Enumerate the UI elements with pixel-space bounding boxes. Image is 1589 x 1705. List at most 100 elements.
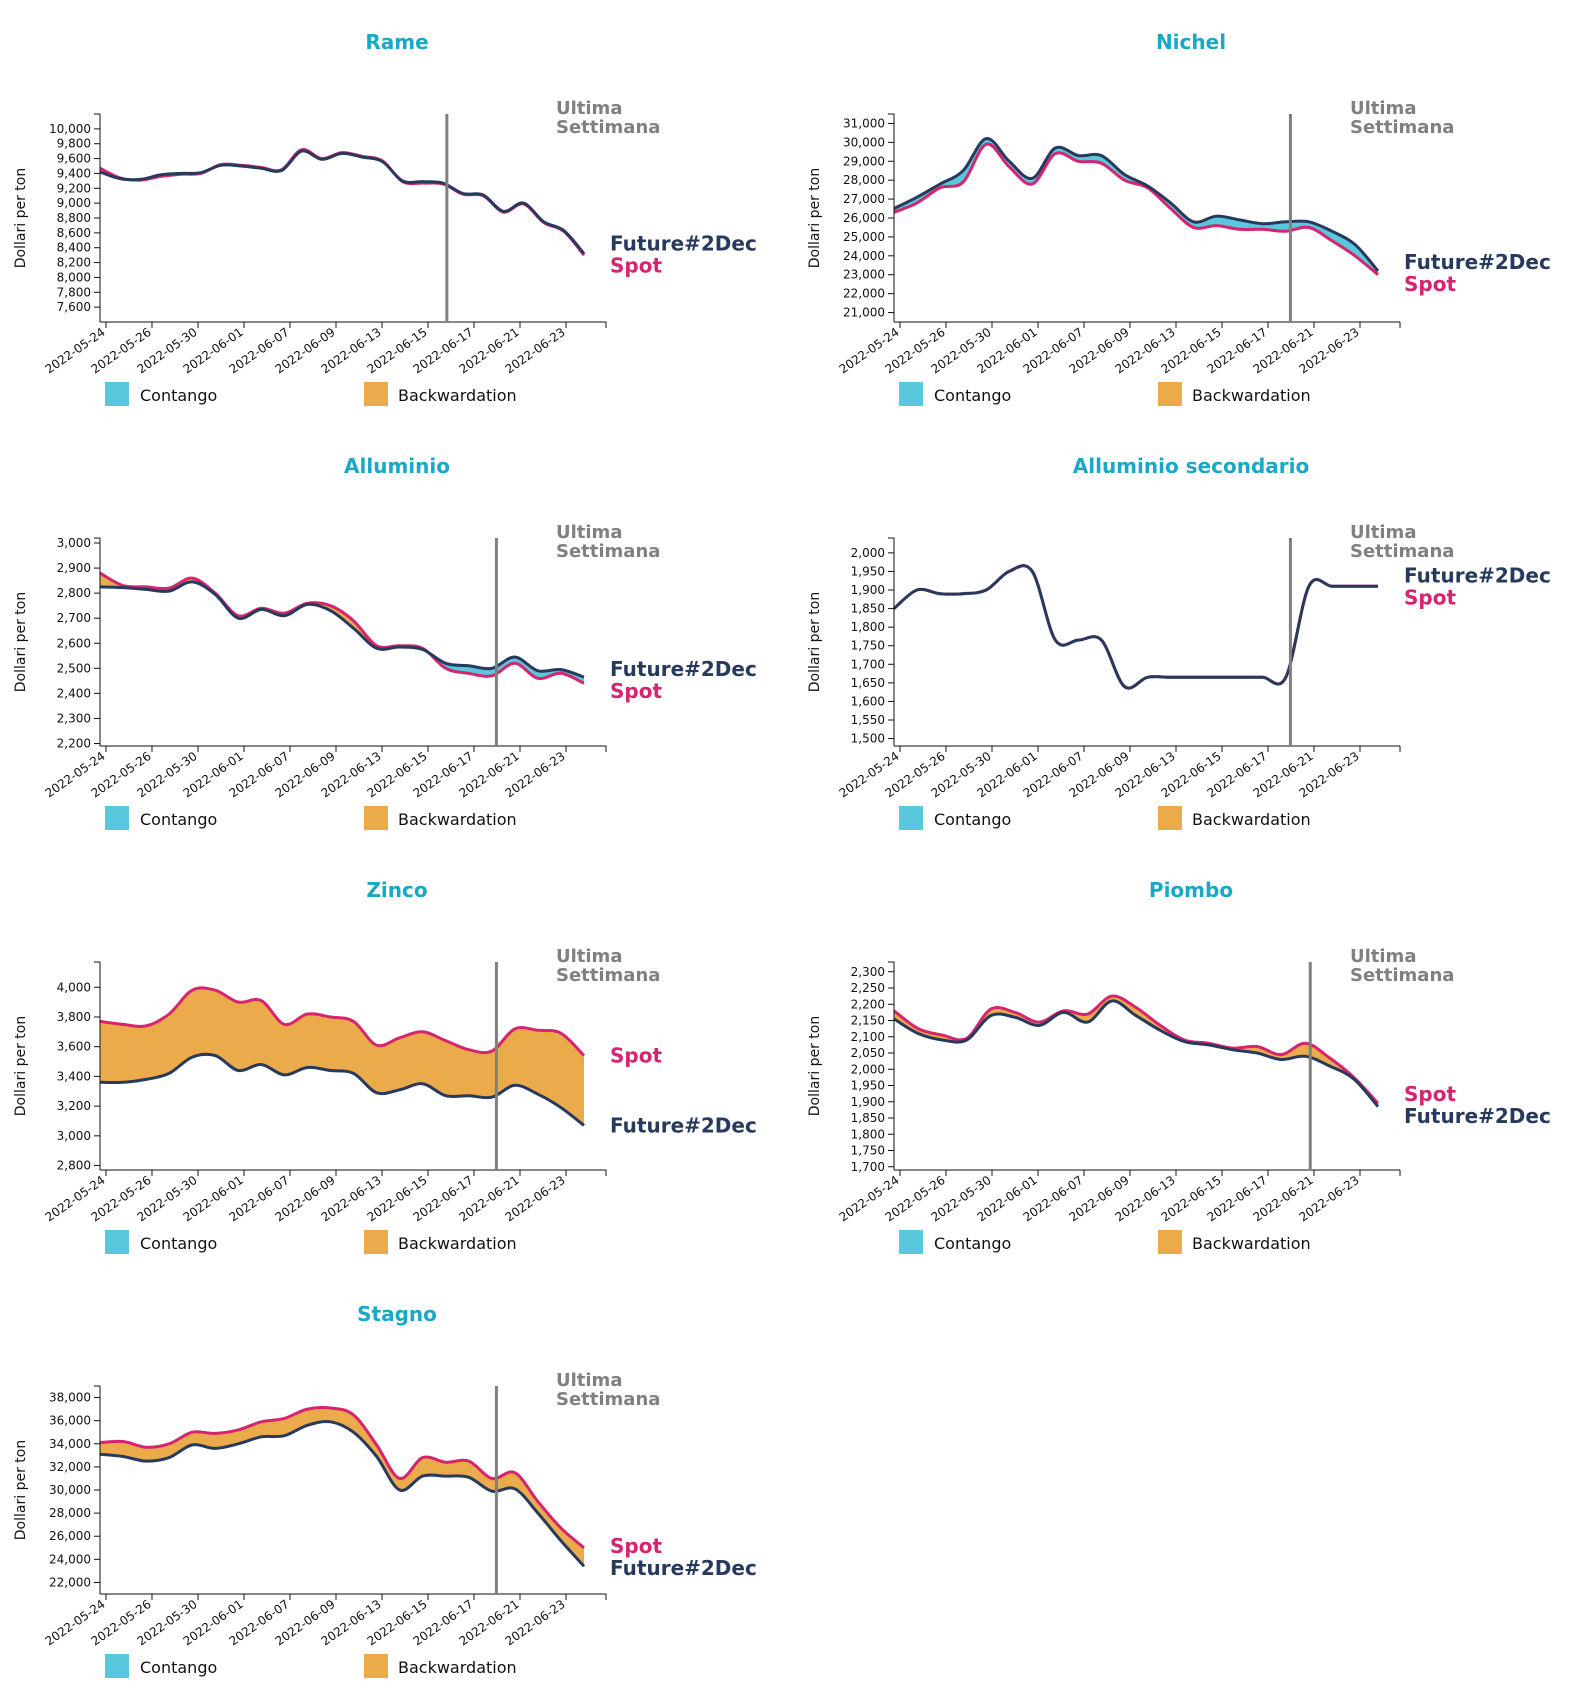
y-tick-label: 30,000	[49, 1483, 91, 1497]
y-tick-label: 2,700	[57, 611, 91, 625]
marker-label-line2: Settimana	[556, 1389, 660, 1410]
y-axis-label: Dollari per ton	[807, 168, 823, 268]
chart-svg: Piombo 1,700 1,750 1,800 1,850 1,900 1,950 2,00…	[807, 878, 1551, 1254]
y-tick-label: 10,000	[49, 122, 91, 136]
y-tick-label: 1,950	[851, 564, 885, 578]
marker-label-line2: Settimana	[1350, 541, 1454, 562]
y-tick-label: 7,800	[57, 285, 91, 299]
spot-series-label: Spot	[1404, 272, 1456, 296]
future-line	[99, 580, 585, 679]
legend-contango-swatch	[105, 382, 129, 406]
chart-panel-stagno: Stagno 22,000 24,000 26,000 28,000 30,000 32,0…	[0, 1272, 794, 1698]
y-tick-label: 1,750	[851, 639, 885, 653]
y-tick-label: 27,000	[843, 192, 885, 206]
y-tick-label: 31,000	[843, 116, 885, 130]
backwardation-area	[894, 144, 1378, 275]
future-line	[99, 1420, 586, 1568]
legend-backwardation-label: Backwardation	[1192, 810, 1311, 829]
legend-contango-swatch	[105, 806, 129, 830]
marker-label-line1: Ultima	[556, 1370, 622, 1391]
legend-backwardation-swatch	[1158, 806, 1182, 830]
spot-line	[893, 564, 1378, 690]
legend-backwardation-swatch	[364, 1230, 388, 1254]
y-tick-label: 9,200	[57, 181, 91, 195]
y-tick-label: 22,000	[843, 287, 885, 301]
y-tick-label: 2,000	[851, 546, 885, 560]
spot-series-label: Spot	[610, 679, 662, 703]
marker-label-line1: Ultima	[1350, 98, 1416, 119]
y-tick-label: 3,400	[57, 1069, 91, 1083]
y-tick-label: 2,800	[57, 1159, 91, 1173]
marker-label-line2: Settimana	[556, 965, 660, 986]
y-tick-label: 1,800	[851, 1127, 885, 1141]
legend-contango-label: Contango	[934, 1234, 1011, 1253]
y-tick-label: 1,950	[851, 1079, 885, 1093]
chart-svg: Alluminio secondario 1,500 1,550 1,600 1,650…	[807, 454, 1551, 830]
y-tick-label: 24,000	[843, 249, 885, 263]
legend-contango-label: Contango	[140, 1658, 217, 1677]
y-tick-label: 29,000	[843, 154, 885, 168]
y-tick-label: 26,000	[843, 211, 885, 225]
y-tick-label: 2,500	[57, 661, 91, 675]
backwardation-area	[894, 995, 1378, 1107]
y-tick-label: 3,200	[57, 1099, 91, 1113]
y-axis-label: Dollari per ton	[807, 1016, 823, 1116]
future-series-label: Future#2Dec	[610, 657, 757, 681]
legend-backwardation-label: Backwardation	[398, 386, 517, 405]
chart-title: Nichel	[1156, 30, 1226, 54]
spot-series-label: Spot	[610, 1044, 662, 1068]
legend-contango-label: Contango	[140, 810, 217, 829]
y-tick-label: 1,850	[851, 602, 885, 616]
y-tick-label: 9,600	[57, 152, 91, 166]
y-tick-label: 9,400	[57, 166, 91, 180]
future-line	[893, 564, 1378, 690]
y-tick-label: 2,200	[57, 736, 91, 750]
y-tick-label: 1,550	[851, 713, 885, 727]
y-tick-label: 3,000	[57, 536, 91, 550]
y-tick-label: 4,000	[57, 980, 91, 994]
legend-contango-swatch	[899, 382, 923, 406]
marker-label-line2: Settimana	[1350, 117, 1454, 138]
chart-title: Zinco	[366, 878, 427, 902]
chart-panel-zinco: Zinco 2,800 3,000 3,200 3,400 3,600 3,800 4,000…	[0, 848, 794, 1274]
legend-backwardation-swatch	[364, 806, 388, 830]
y-tick-label: 1,650	[851, 676, 885, 690]
chart-title: Rame	[365, 30, 428, 54]
spot-line	[99, 1405, 585, 1549]
y-tick-label: 1,750	[851, 1144, 885, 1158]
y-tick-label: 1,900	[851, 583, 885, 597]
marker-label-line1: Ultima	[556, 946, 622, 967]
chart-title: Piombo	[1149, 878, 1233, 902]
y-tick-label: 1,800	[851, 620, 885, 634]
legend-contango-swatch	[105, 1230, 129, 1254]
chart-svg: Zinco 2,800 3,000 3,200 3,400 3,600 3,800 4,000…	[13, 878, 757, 1254]
y-tick-label: 25,000	[843, 230, 885, 244]
y-tick-label: 8,400	[57, 241, 91, 255]
marker-label-line2: Settimana	[556, 117, 660, 138]
chart-svg: Nichel 21,000 22,000 23,000 24,000 25,000 26,0…	[807, 30, 1551, 406]
legend-contango-label: Contango	[934, 386, 1011, 405]
y-tick-label: 21,000	[843, 306, 885, 320]
future-line	[893, 137, 1380, 272]
y-tick-label: 38,000	[49, 1391, 91, 1405]
backwardation-area	[100, 149, 584, 256]
y-tick-label: 28,000	[843, 173, 885, 187]
marker-label-line1: Ultima	[556, 522, 622, 543]
future-series-label: Future#2Dec	[610, 231, 757, 255]
y-tick-label: 2,300	[57, 711, 91, 725]
y-tick-label: 2,800	[57, 586, 91, 600]
future-series-label: Future#2Dec	[610, 1556, 757, 1580]
y-tick-label: 1,600	[851, 694, 885, 708]
y-tick-label: 2,100	[851, 1030, 885, 1044]
spot-line	[99, 571, 585, 685]
chart-panel-alluminio-secondario: Alluminio secondario 1,500 1,550 1,600 1,650…	[794, 424, 1588, 850]
y-tick-label: 8,200	[57, 256, 91, 270]
contango-area	[894, 138, 1378, 275]
y-tick-label: 9,800	[57, 137, 91, 151]
future-line	[99, 1052, 585, 1127]
y-tick-label: 26,000	[49, 1529, 91, 1543]
chart-panel-piombo: Piombo 1,700 1,750 1,800 1,850 1,900 1,950 2,00…	[794, 848, 1588, 1274]
chart-panel-alluminio: Alluminio 2,200 2,300 2,400 2,500 2,600 2,700 2…	[0, 424, 794, 850]
y-tick-label: 24,000	[49, 1552, 91, 1566]
